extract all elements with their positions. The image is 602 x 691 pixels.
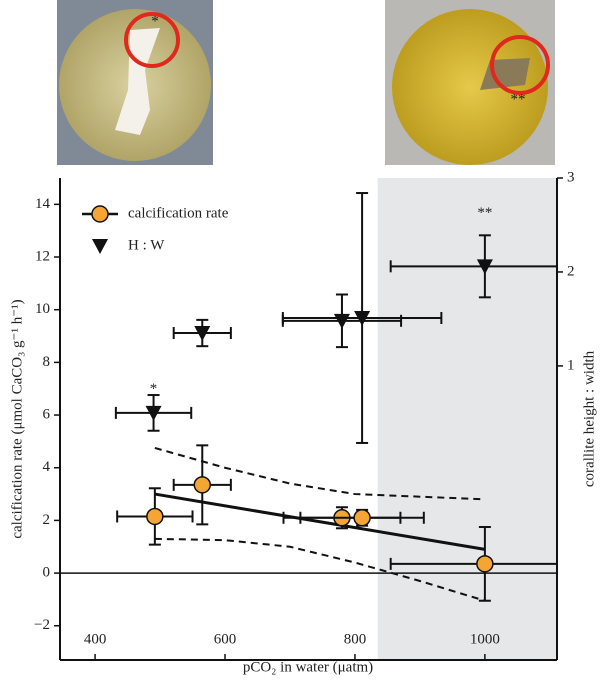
point bbox=[353, 509, 371, 527]
legend-marker bbox=[92, 239, 108, 254]
y-tick-label: 0 bbox=[43, 565, 51, 581]
point bbox=[194, 326, 211, 342]
point bbox=[354, 310, 371, 326]
y-tick-label: 10 bbox=[35, 301, 50, 317]
confidence-band bbox=[154, 537, 486, 602]
y-tick-label: 4 bbox=[43, 459, 51, 475]
x-axis-label: pCO₂ in water (μatm) bbox=[243, 659, 373, 675]
legend-label: calcification rate bbox=[128, 205, 229, 221]
photo-right: ** bbox=[385, 0, 555, 165]
legend-label: H : W bbox=[128, 237, 165, 253]
point bbox=[476, 259, 493, 275]
x-tick-label: 1000 bbox=[470, 631, 500, 647]
point bbox=[193, 476, 212, 494]
point bbox=[476, 555, 494, 573]
y-axis-label: calcification rate (μmol CaCO₃ g⁻¹ h⁻¹) bbox=[9, 299, 25, 538]
legend-marker bbox=[91, 205, 109, 223]
photo-label: * bbox=[151, 13, 159, 29]
y-tick-label: 14 bbox=[35, 196, 51, 212]
y2-tick-label: 1 bbox=[567, 357, 575, 373]
photo-left: * bbox=[57, 0, 213, 165]
y-tick-label: 6 bbox=[43, 406, 51, 422]
shaded-region bbox=[377, 178, 557, 660]
y2-tick-label: 2 bbox=[567, 263, 575, 279]
annotation: * bbox=[150, 381, 158, 397]
photo-label: ** bbox=[511, 91, 526, 107]
y2-axis-label: corallite height : width bbox=[581, 350, 597, 487]
regression-line bbox=[154, 492, 486, 551]
point bbox=[146, 507, 164, 526]
y-tick-label: 8 bbox=[43, 354, 51, 370]
y-tick-label: 2 bbox=[43, 512, 51, 528]
x-tick-label: 800 bbox=[344, 631, 367, 647]
y-tick-label: 12 bbox=[35, 248, 50, 264]
x-tick-label: 400 bbox=[84, 631, 107, 647]
point bbox=[145, 405, 162, 421]
annotation: ** bbox=[477, 205, 492, 221]
x-tick-label: 600 bbox=[214, 631, 237, 647]
y2-tick-label: 3 bbox=[567, 169, 575, 185]
y-tick-label: −2 bbox=[34, 617, 50, 633]
